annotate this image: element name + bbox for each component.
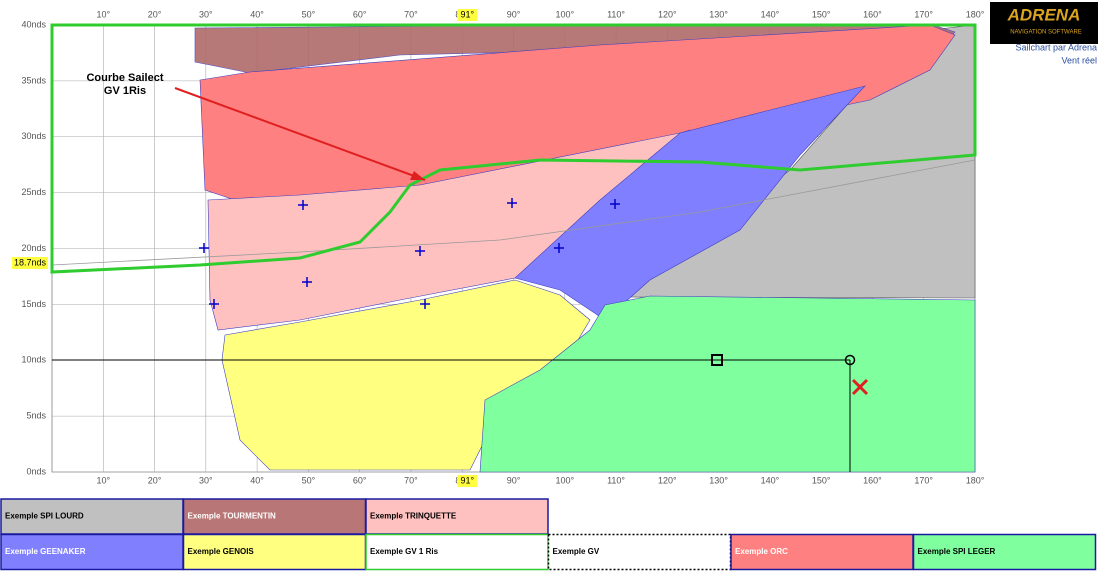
legend-box [182,533,367,571]
cursor-badge [457,475,478,487]
x-tick-label: 140° [761,475,780,485]
zone-geenaker [514,85,866,321]
x-tick-label: 30° [199,9,213,19]
x-tick-label: 140° [761,9,780,19]
x-tick-label: 60° [353,9,367,19]
legend-label: Exemple TOURMENTIN [188,512,277,521]
legend-label: Exemple GV [553,547,600,556]
x-tick-label: 40° [250,475,264,485]
legend-label: Exemple SPI LOURD [5,512,84,521]
plus-markers [199,198,620,309]
legend-label: Exemple GENOIS [188,547,255,556]
x-tick-label: 110° [607,9,625,19]
x-tick-label: 10° [96,9,110,19]
arrow-head [410,171,425,180]
x-tick-label: 50° [302,9,316,19]
x-tick-label: 160° [863,9,882,19]
x-tick-label: 160° [863,475,882,485]
y-tick-label: 10nds [21,355,46,365]
x-tick-label: 100° [555,475,574,485]
x-tick-label: 180° [966,9,985,19]
x-tick-label: 70° [404,475,418,485]
y-tick-label: 30nds [21,131,46,141]
x-tick-label: 170° [914,475,933,485]
cursor-x-label: 91° [461,9,475,19]
x-tick-label: 90° [507,9,521,19]
x-tick-label: 180° [966,475,985,485]
zone-spi-leger [479,295,976,473]
logo-brand: ADRENA [1007,5,1081,24]
cursor-badge [12,257,48,269]
legend-box [0,533,184,571]
x-tick-label: 70° [404,9,418,19]
cursor-y-label: 18.7nds [14,257,47,267]
legend-label: Exemple GV 1 Ris [370,547,439,556]
x-tick-label: 170° [914,9,933,19]
y-tick-label: 5nds [26,411,46,421]
legend-label: Exemple GEENAKER [5,547,86,556]
cursor-x-label: 91° [461,475,475,485]
legend-label: Exemple ORC [735,547,788,556]
gv-1ris-curve [50,23,977,274]
annotation-arrow [174,87,426,181]
cursor-badge [457,9,478,21]
legend-box [365,533,549,571]
x-tick-label: 20° [148,475,162,485]
x-tick-label: 130° [709,9,728,19]
legend-label: Exemple SPI LEGER [918,547,996,556]
x-tick-label: 120° [658,9,677,19]
x-tick-label: 30° [199,475,213,485]
x-tick-label: 50° [302,475,316,485]
x-tick-label: 150° [812,9,831,19]
marker-x [851,378,869,396]
legend-label: Exemple TRINQUETTE [370,512,457,521]
y-tick-label: 20nds [21,243,46,253]
y-tick-label: 35nds [21,75,46,85]
y-tick-label: 15nds [21,299,46,309]
x-tick-label: 100° [555,9,574,19]
x-tick-label: 130° [709,475,728,485]
marker-square [711,354,723,366]
y-tick-label: 40nds [21,19,46,29]
annotation: GV 1Ris [104,85,146,97]
legend: Exemple SPI LOURD Exemple TOURMENTIN Exemp… [0,498,1097,571]
legend-box [730,533,914,571]
logo [990,2,1098,44]
x-tick-label: 60° [353,475,367,485]
side-text: Vent réel [1061,55,1097,65]
marker-circle [844,354,856,366]
x-tick-label: 110° [607,475,625,485]
legend-box [912,533,1097,571]
x-tick-label: 40° [250,9,264,19]
legend-box [547,533,732,571]
x-tick-label: 20° [148,9,162,19]
y-tick-label: 25nds [21,187,46,197]
side-text: Sailchart par Adrena [1015,42,1097,52]
logo-tagline: NAVIGATION SOFTWARE [1010,30,1082,36]
gv-curve [51,159,976,266]
annotation: Courbe Sailect [86,72,163,84]
x-tick-label: 10° [96,475,110,485]
x-tick-label: 120° [658,475,677,485]
x-tick-label: 90° [507,475,521,485]
y-tick-label: 0nds [26,466,46,476]
x-tick-label: 150° [812,475,831,485]
